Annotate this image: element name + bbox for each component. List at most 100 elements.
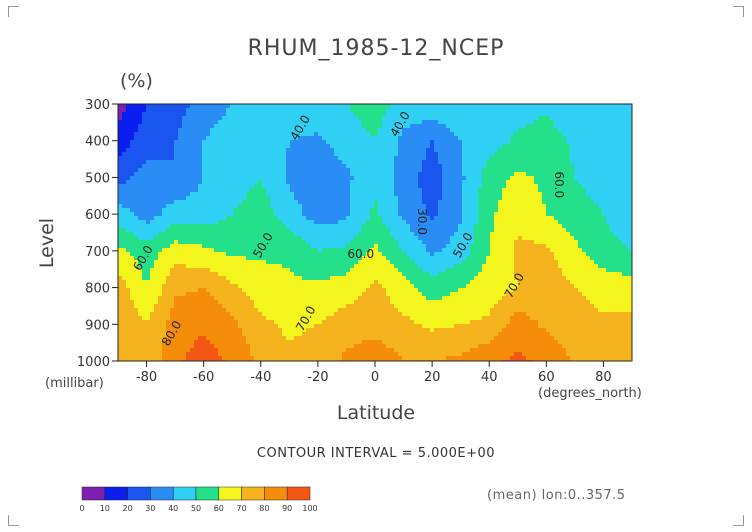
field-cell bbox=[590, 228, 595, 233]
field-cell bbox=[158, 212, 163, 217]
field-cell bbox=[186, 216, 191, 221]
field-cell bbox=[338, 164, 343, 169]
field-cell bbox=[174, 248, 179, 253]
field-cell bbox=[554, 228, 559, 233]
field-cell bbox=[462, 104, 467, 109]
field-cell bbox=[598, 164, 603, 169]
field-cell bbox=[598, 152, 603, 157]
field-cell bbox=[430, 136, 435, 141]
field-cell bbox=[218, 212, 223, 217]
field-cell bbox=[202, 240, 207, 245]
field-cell bbox=[158, 160, 163, 165]
field-cell bbox=[486, 212, 491, 217]
field-cell bbox=[222, 132, 227, 137]
field-cell bbox=[150, 196, 155, 201]
field-cell bbox=[314, 108, 319, 113]
field-cell bbox=[294, 232, 299, 237]
field-cell bbox=[414, 188, 419, 193]
field-cell bbox=[590, 216, 595, 221]
field-cell bbox=[490, 224, 495, 229]
field-cell bbox=[586, 232, 591, 237]
field-cell bbox=[614, 120, 619, 125]
field-cell bbox=[558, 228, 563, 233]
field-cell bbox=[274, 188, 279, 193]
field-cell bbox=[574, 112, 579, 117]
field-cell bbox=[214, 168, 219, 173]
field-cell bbox=[350, 116, 355, 121]
field-cell bbox=[278, 228, 283, 233]
field-cell bbox=[478, 144, 483, 149]
field-cell bbox=[186, 160, 191, 165]
field-cell bbox=[302, 136, 307, 141]
field-cell bbox=[362, 236, 367, 241]
field-cell bbox=[478, 224, 483, 229]
field-cell bbox=[382, 132, 387, 137]
field-cell bbox=[398, 200, 403, 205]
field-cell bbox=[358, 160, 363, 165]
field-cell bbox=[162, 252, 167, 257]
field-cell bbox=[418, 248, 423, 253]
field-cell bbox=[326, 176, 331, 181]
field-cell bbox=[630, 192, 633, 197]
field-cell bbox=[298, 108, 303, 113]
field-cell bbox=[210, 144, 215, 149]
field-cell bbox=[394, 208, 399, 213]
field-cell bbox=[466, 240, 471, 245]
field-cell bbox=[214, 256, 219, 261]
field-cell bbox=[250, 216, 255, 221]
field-cell bbox=[486, 144, 491, 149]
field-cell bbox=[550, 196, 555, 201]
field-cell bbox=[318, 128, 323, 133]
field-cell bbox=[562, 188, 567, 193]
field-cell bbox=[214, 144, 219, 149]
field-cell bbox=[582, 148, 587, 153]
field-cell bbox=[238, 236, 243, 241]
field-cell bbox=[470, 164, 475, 169]
field-cell bbox=[322, 112, 327, 117]
field-cell bbox=[550, 188, 555, 193]
field-cell bbox=[402, 248, 407, 253]
field-cell bbox=[126, 112, 131, 117]
field-cell bbox=[178, 120, 183, 125]
field-cell bbox=[298, 140, 303, 145]
field-cell bbox=[550, 168, 555, 173]
field-cell bbox=[398, 128, 403, 133]
field-cell bbox=[550, 104, 555, 109]
field-cell bbox=[602, 180, 607, 185]
field-cell bbox=[190, 172, 195, 177]
field-cell bbox=[122, 232, 127, 237]
field-cell bbox=[370, 216, 375, 221]
field-cell bbox=[554, 108, 559, 113]
field-cell bbox=[230, 120, 235, 125]
field-cell bbox=[358, 228, 363, 233]
field-cell bbox=[118, 184, 123, 189]
field-cell bbox=[462, 212, 467, 217]
field-cell bbox=[490, 128, 495, 133]
field-cell bbox=[270, 256, 275, 261]
field-cell bbox=[190, 112, 195, 117]
field-cell bbox=[282, 212, 287, 217]
field-cell bbox=[414, 228, 419, 233]
field-cell bbox=[258, 204, 263, 209]
field-cell bbox=[494, 140, 499, 145]
field-cell bbox=[582, 132, 587, 137]
field-cell bbox=[426, 204, 431, 209]
field-cell bbox=[154, 156, 159, 161]
field-cell bbox=[534, 248, 539, 253]
field-cell bbox=[394, 240, 399, 245]
field-cell bbox=[474, 208, 479, 213]
field-cell bbox=[318, 236, 323, 241]
field-cell bbox=[258, 116, 263, 121]
field-cell bbox=[406, 244, 411, 249]
field-cell bbox=[162, 184, 167, 189]
field-cell bbox=[510, 200, 515, 205]
field-cell bbox=[558, 224, 563, 229]
field-cell bbox=[530, 164, 535, 169]
field-cell bbox=[246, 124, 251, 129]
field-cell bbox=[414, 248, 419, 253]
field-cell bbox=[274, 140, 279, 145]
field-cell bbox=[358, 256, 363, 261]
field-cell bbox=[406, 204, 411, 209]
field-cell bbox=[434, 112, 439, 117]
field-cell bbox=[414, 224, 419, 229]
